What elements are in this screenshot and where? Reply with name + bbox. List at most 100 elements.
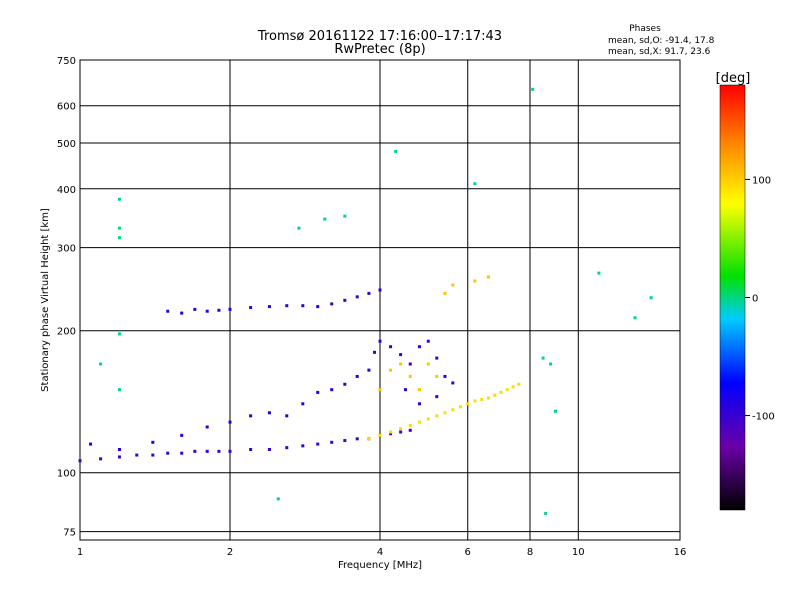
scatter-point: [117, 197, 121, 201]
scatter-point: [505, 388, 509, 392]
scatter-point: [399, 427, 403, 431]
scatter-point: [330, 440, 334, 444]
scatter-point: [399, 430, 403, 434]
scatter-point: [285, 446, 289, 450]
colorbar: [719, 84, 746, 511]
scatter-point: [367, 368, 371, 372]
scatter-point: [451, 408, 455, 412]
x-tick-label: 2: [227, 547, 233, 558]
scatter-point: [389, 430, 393, 434]
scatter-point: [343, 298, 347, 302]
scatter-point: [435, 414, 439, 418]
scatter-point: [180, 311, 184, 315]
scatter-point: [205, 425, 209, 429]
x-tick-label: 16: [674, 547, 687, 558]
scatter-point: [343, 382, 347, 386]
scatter-point: [217, 449, 221, 453]
scatter-point: [435, 356, 439, 360]
scatter-point: [117, 226, 121, 230]
scatter-point: [466, 402, 470, 406]
colorbar-tick-label: -100: [752, 412, 775, 423]
scatter-point: [89, 442, 93, 446]
chart-subtitle: RwPretec (8p): [334, 42, 425, 57]
scatter-point: [517, 382, 521, 386]
scatter-point: [486, 275, 490, 279]
scatter-point: [316, 390, 320, 394]
scatter-point: [355, 374, 359, 378]
scatter-point: [544, 511, 548, 515]
scatter-point: [285, 304, 289, 308]
scatter-point: [267, 411, 271, 415]
scatter-point: [378, 288, 382, 292]
x-axis: 1 2 4 6 8 10 16: [77, 547, 687, 558]
scatter-point: [458, 405, 462, 409]
scatter-point: [408, 362, 412, 366]
scatter-point: [267, 305, 271, 309]
scatter-point: [473, 279, 477, 283]
y-tick-label: 300: [57, 244, 76, 255]
scatter-point: [228, 420, 232, 424]
scatter-point: [166, 309, 170, 313]
scatter-point: [549, 362, 553, 366]
scatter-point: [399, 353, 403, 357]
scatter-point: [633, 316, 637, 320]
grid-lines: [79, 59, 681, 540]
scatter-point: [649, 296, 653, 300]
scatter-point: [301, 304, 305, 308]
scatter-point: [399, 362, 403, 366]
scatter-point: [276, 497, 280, 501]
scatter-point: [367, 291, 371, 295]
scatter-point: [541, 356, 545, 360]
scatter-point: [417, 388, 421, 392]
scatter-point: [249, 447, 253, 451]
colorbar-tick-label: 100: [752, 175, 771, 186]
y-tick-label: 400: [57, 185, 76, 196]
x-tick-label: 1: [77, 547, 83, 558]
scatter-point: [417, 345, 421, 349]
scatter-point: [403, 388, 407, 392]
scatter-point: [316, 305, 320, 309]
scatter-point: [267, 447, 271, 451]
scatter-point: [323, 217, 327, 221]
scatter-point: [486, 396, 490, 400]
scatter-point: [367, 437, 371, 441]
scatter-point: [378, 339, 382, 343]
scatter-point: [378, 388, 382, 392]
x-tick-label: 6: [465, 547, 471, 558]
scatter-point: [443, 411, 447, 415]
scatter-point: [180, 433, 184, 437]
scatter-point: [408, 428, 412, 432]
scatter-point: [78, 459, 82, 463]
scatter-point: [117, 388, 121, 392]
scatter-point: [228, 307, 232, 311]
x-tick-label: 8: [527, 547, 533, 558]
scatter-point: [316, 442, 320, 446]
scatter-point: [394, 149, 398, 153]
y-tick-label: 200: [57, 327, 76, 338]
scatter-point: [389, 368, 393, 372]
scatter-point: [511, 385, 515, 389]
data-points: [78, 87, 653, 515]
chart-title: Tromsø 20161122 17:16:00–17:17:43: [257, 29, 502, 44]
scatter-point: [408, 374, 412, 378]
scatter-point: [451, 283, 455, 287]
x-axis-label: Frequency [MHz]: [338, 560, 422, 571]
scatter-point: [408, 423, 412, 427]
colorbar-label: [deg]: [716, 71, 751, 86]
stats-heading: Phases: [629, 24, 661, 34]
scatter-point: [389, 345, 393, 349]
scatter-point: [473, 399, 477, 403]
scatter-point: [217, 308, 221, 312]
scatter-point: [117, 455, 121, 459]
scatter-point: [330, 388, 334, 392]
scatter-point: [343, 439, 347, 443]
scatter-point: [151, 440, 155, 444]
y-tick-label: 500: [57, 139, 76, 150]
scatter-point: [597, 271, 601, 275]
scatter-point: [117, 332, 121, 336]
colorbar-tick-label: 0: [752, 294, 758, 305]
scatter-point: [443, 291, 447, 295]
scatter-point: [180, 451, 184, 455]
stats-line-o: mean, sd,O: -91.4, 17.8: [608, 36, 715, 46]
